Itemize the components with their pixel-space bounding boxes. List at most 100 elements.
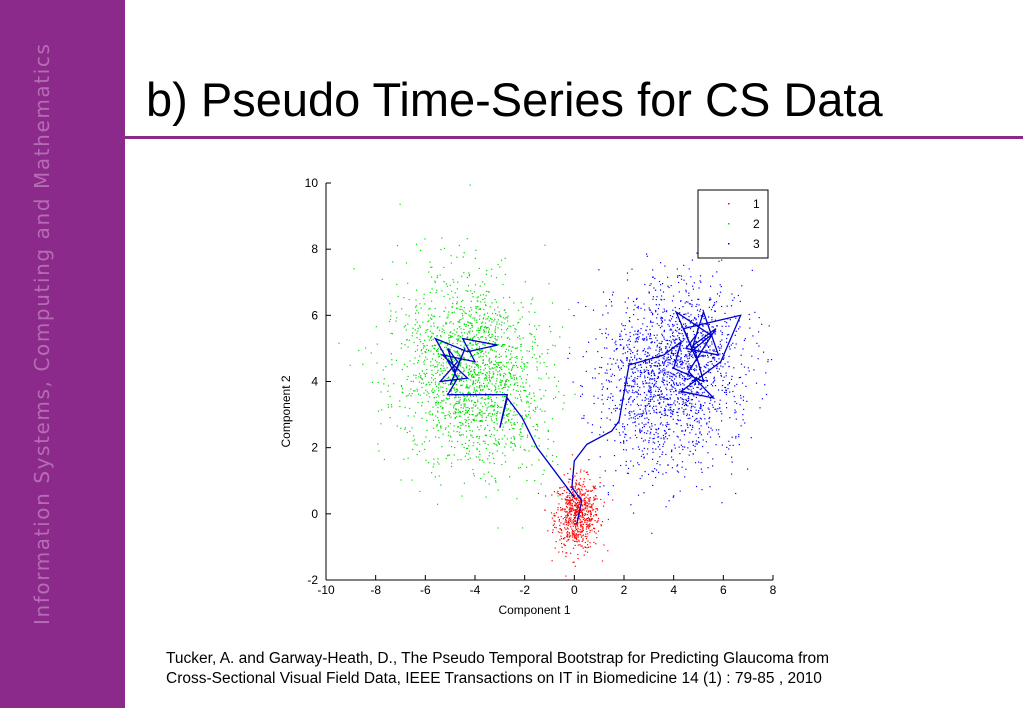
data-point — [508, 413, 510, 415]
data-point — [417, 330, 419, 332]
data-point — [674, 352, 676, 355]
data-point — [462, 407, 464, 409]
data-point — [673, 402, 675, 404]
data-point — [682, 375, 684, 377]
data-point — [496, 321, 498, 323]
data-point — [514, 444, 516, 446]
data-point — [616, 359, 618, 361]
data-point — [591, 424, 594, 426]
data-point — [618, 432, 620, 434]
data-point — [661, 340, 663, 343]
data-point — [687, 373, 689, 375]
data-point — [707, 407, 709, 409]
data-point — [579, 534, 581, 536]
data-point — [377, 410, 380, 412]
data-point — [658, 372, 660, 375]
data-point — [438, 362, 440, 364]
data-point — [689, 450, 691, 452]
data-point — [771, 359, 773, 361]
data-point — [510, 350, 513, 352]
data-point — [673, 353, 675, 355]
data-point — [591, 529, 593, 531]
data-point — [696, 323, 698, 325]
data-point — [694, 317, 696, 319]
data-point — [470, 306, 472, 309]
data-point — [685, 393, 687, 396]
data-point — [450, 346, 452, 348]
data-point — [587, 490, 589, 492]
data-point — [469, 349, 471, 351]
data-point — [744, 338, 746, 340]
data-point — [648, 307, 650, 309]
data-point — [727, 384, 729, 386]
data-point — [613, 350, 615, 352]
data-point — [516, 378, 518, 380]
data-point — [566, 488, 568, 490]
data-point — [570, 506, 572, 508]
data-point — [470, 421, 472, 423]
data-point — [626, 424, 629, 426]
data-point — [693, 379, 695, 381]
data-point — [554, 520, 556, 522]
data-point — [437, 352, 439, 354]
data-point — [509, 374, 512, 376]
data-point — [595, 338, 597, 340]
data-point — [438, 347, 440, 349]
data-point — [431, 276, 433, 278]
data-point — [464, 409, 467, 411]
data-point — [463, 346, 465, 348]
data-point — [426, 429, 428, 431]
data-point — [560, 507, 562, 509]
data-point — [575, 503, 577, 505]
data-point — [478, 332, 480, 334]
data-point — [421, 370, 423, 372]
data-point — [580, 526, 582, 528]
data-point — [626, 385, 628, 387]
data-point — [413, 341, 415, 344]
data-point — [451, 335, 453, 337]
data-point — [641, 399, 643, 401]
data-point — [565, 515, 567, 517]
data-point — [731, 375, 733, 377]
data-point — [452, 383, 454, 385]
data-point — [649, 400, 652, 402]
data-point — [488, 291, 490, 293]
data-point — [465, 387, 467, 389]
data-point — [576, 514, 578, 517]
data-point — [615, 428, 617, 430]
data-point — [657, 433, 659, 435]
data-point — [668, 325, 670, 327]
data-point — [412, 440, 414, 442]
data-point — [494, 404, 496, 406]
data-point — [642, 362, 645, 364]
data-point — [559, 487, 561, 489]
data-point — [383, 383, 385, 385]
data-point — [574, 544, 576, 546]
data-point — [520, 350, 522, 352]
data-point — [704, 380, 706, 382]
data-point — [681, 363, 683, 365]
data-point — [462, 424, 464, 426]
data-point — [767, 359, 769, 361]
data-point — [580, 530, 582, 532]
data-point — [695, 396, 697, 399]
y-tick-label: 6 — [311, 308, 318, 322]
data-point — [663, 330, 665, 333]
data-point — [669, 404, 671, 406]
data-point — [716, 360, 718, 363]
y-tick-label: 8 — [311, 242, 318, 256]
data-point — [418, 450, 421, 452]
data-point — [649, 405, 651, 407]
data-point — [584, 502, 587, 504]
data-point — [485, 392, 487, 394]
data-point — [490, 361, 492, 363]
data-point — [427, 335, 429, 337]
data-point — [706, 423, 708, 425]
data-point — [620, 464, 622, 467]
data-point — [517, 322, 519, 324]
data-point — [450, 465, 453, 468]
data-point — [485, 416, 487, 418]
data-point — [714, 379, 716, 381]
data-point — [685, 363, 687, 365]
data-point — [574, 526, 577, 528]
